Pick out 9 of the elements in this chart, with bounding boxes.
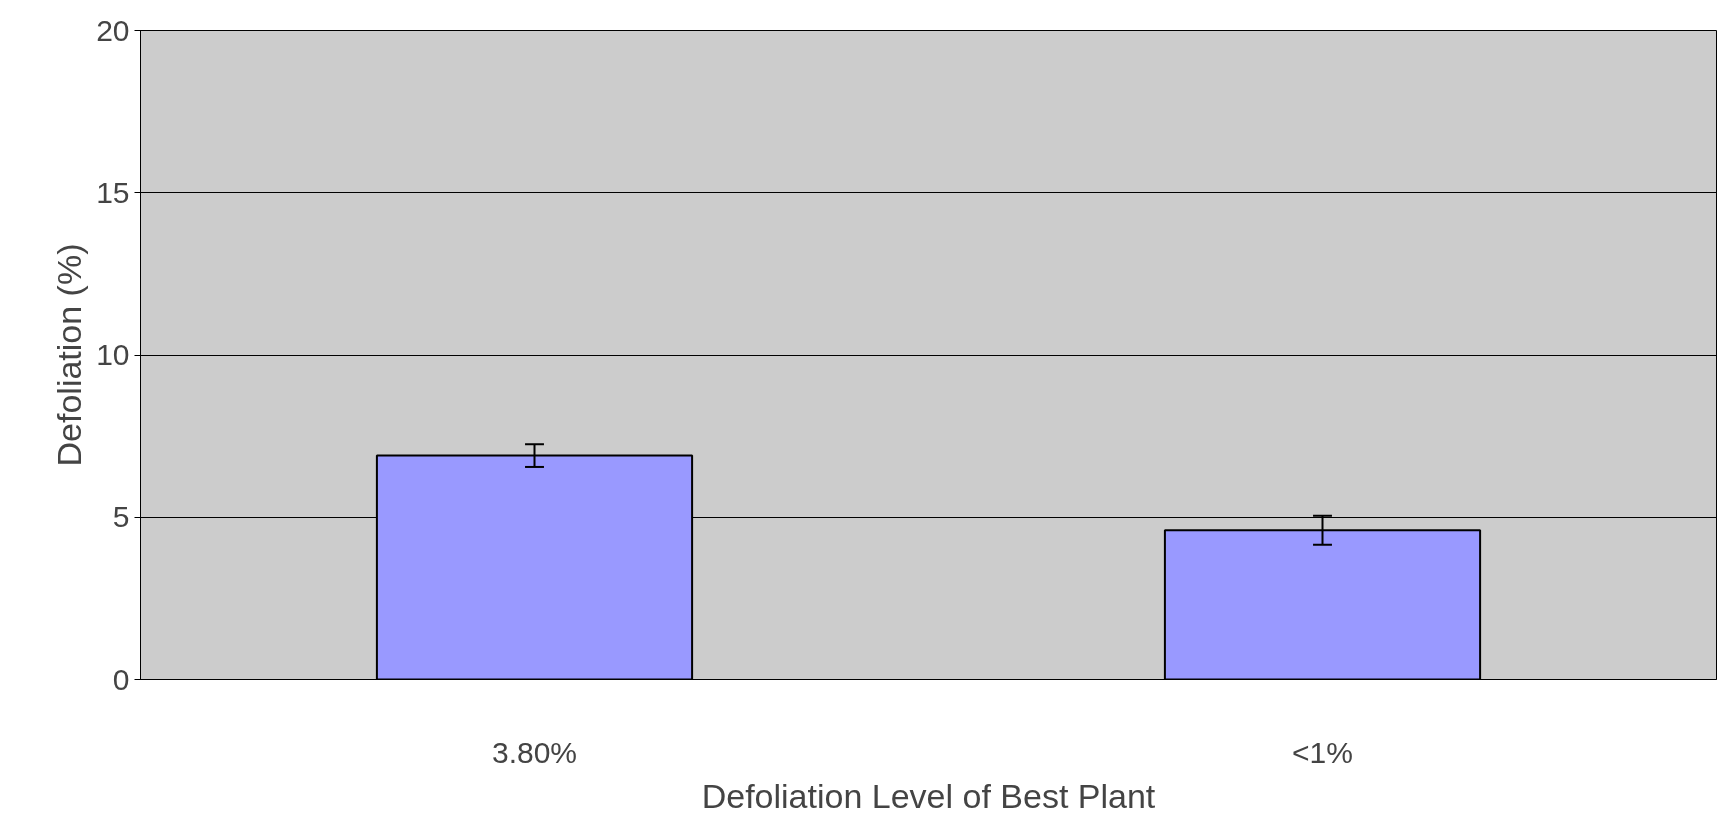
x-tick-label: 3.80% — [491, 735, 578, 769]
x-axis-title: Defoliation Level of Best Plant — [701, 776, 1156, 815]
x-tick-label: <1% — [1292, 735, 1353, 769]
y-axis-title: Defoliation (%) — [50, 243, 89, 467]
y-tick-label: 15 — [96, 175, 130, 209]
y-tick-label: 0 — [112, 662, 130, 696]
y-tick-label: 10 — [96, 338, 130, 371]
y-tick-label: 20 — [96, 13, 130, 47]
y-tick-label: 5 — [112, 500, 130, 534]
